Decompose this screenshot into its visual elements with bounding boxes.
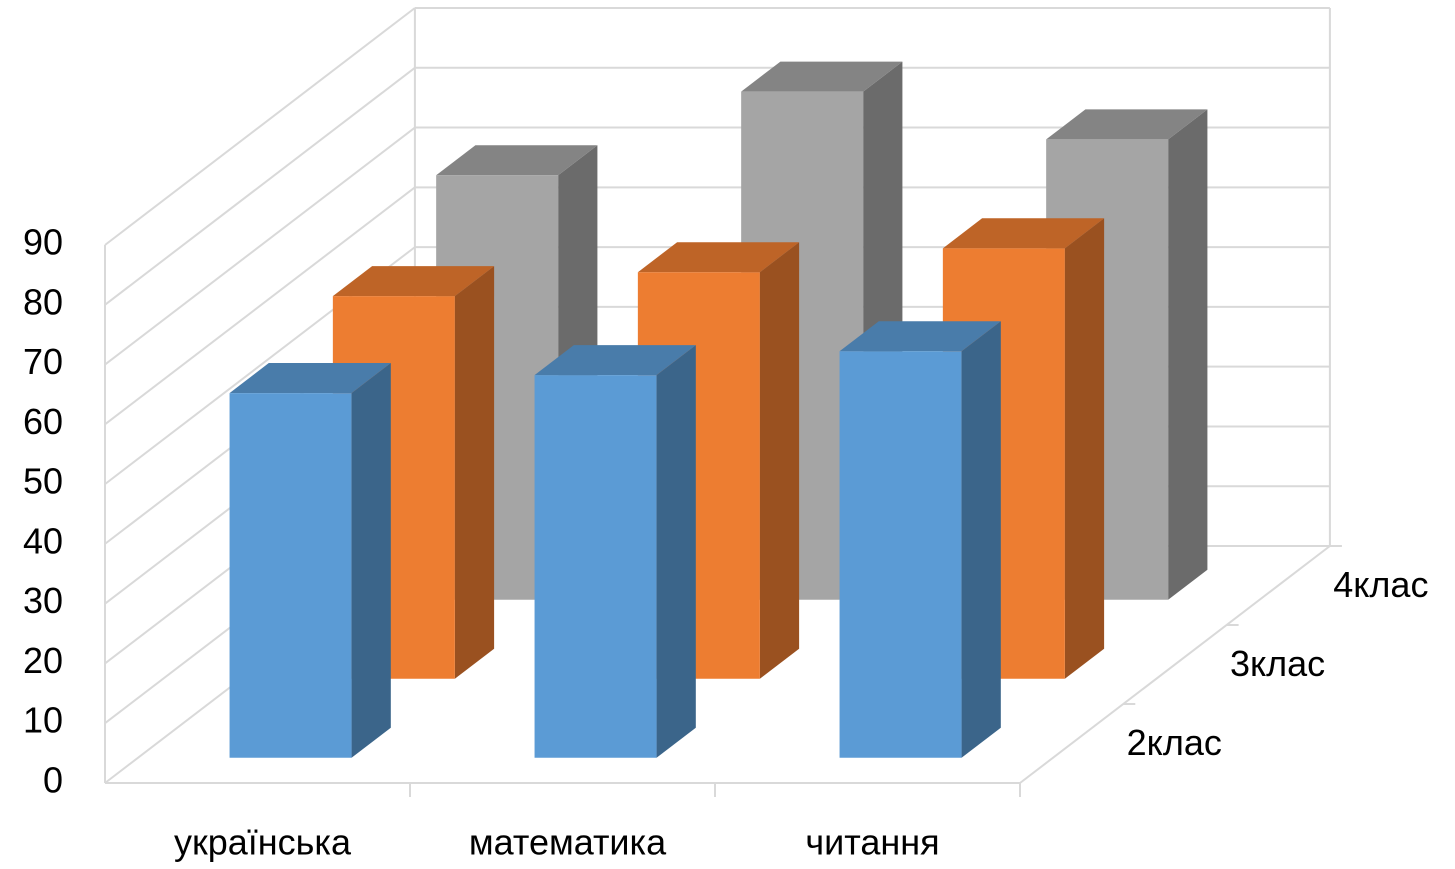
x-tick-label: математика	[469, 822, 667, 863]
y-tick-label: 20	[23, 640, 63, 681]
bar-top	[332, 266, 495, 297]
bar-top	[839, 321, 1001, 352]
series-label: 4клас	[1333, 564, 1428, 605]
series-label: 2клас	[1127, 722, 1222, 763]
y-tick-label: 80	[23, 281, 63, 322]
grid-line	[104, 126, 416, 366]
x-tick-label: українська	[174, 822, 352, 863]
bar-top	[534, 345, 696, 376]
bar-top	[1046, 109, 1208, 140]
y-tick-label: 60	[23, 401, 63, 442]
y-tick-label: 90	[23, 222, 63, 263]
y-tick-label: 10	[23, 700, 63, 741]
x-tick-label: читання	[805, 822, 939, 863]
floor-edge	[1019, 545, 1331, 784]
bar-side	[759, 242, 800, 679]
y-tick-label: 30	[23, 580, 63, 621]
bar-side	[1064, 218, 1105, 679]
bar	[839, 351, 962, 758]
series-label: 3клас	[1230, 643, 1325, 684]
y-tick-label: 0	[43, 760, 63, 801]
y-tick-label: 40	[23, 520, 63, 561]
bar	[229, 393, 352, 758]
bar-side	[351, 363, 391, 758]
grid-line	[104, 7, 416, 246]
bar-top	[741, 61, 903, 92]
y-tick-label: 70	[23, 341, 63, 382]
bar-side	[656, 345, 696, 758]
bar-top	[436, 145, 598, 176]
bar-side	[454, 266, 495, 679]
bar-side	[961, 321, 1001, 758]
grid-line	[104, 186, 416, 426]
bar-side	[1168, 109, 1208, 600]
y-tick-label: 50	[23, 461, 63, 502]
bar-top	[229, 363, 391, 394]
grid-line	[104, 66, 416, 306]
bar-top	[942, 218, 1105, 249]
bar-top	[637, 242, 800, 273]
bar	[534, 375, 657, 758]
